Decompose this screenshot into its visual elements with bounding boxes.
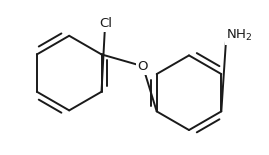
Text: NH$_2$: NH$_2$ — [226, 28, 253, 43]
Text: Cl: Cl — [99, 18, 112, 31]
Text: O: O — [138, 60, 148, 73]
